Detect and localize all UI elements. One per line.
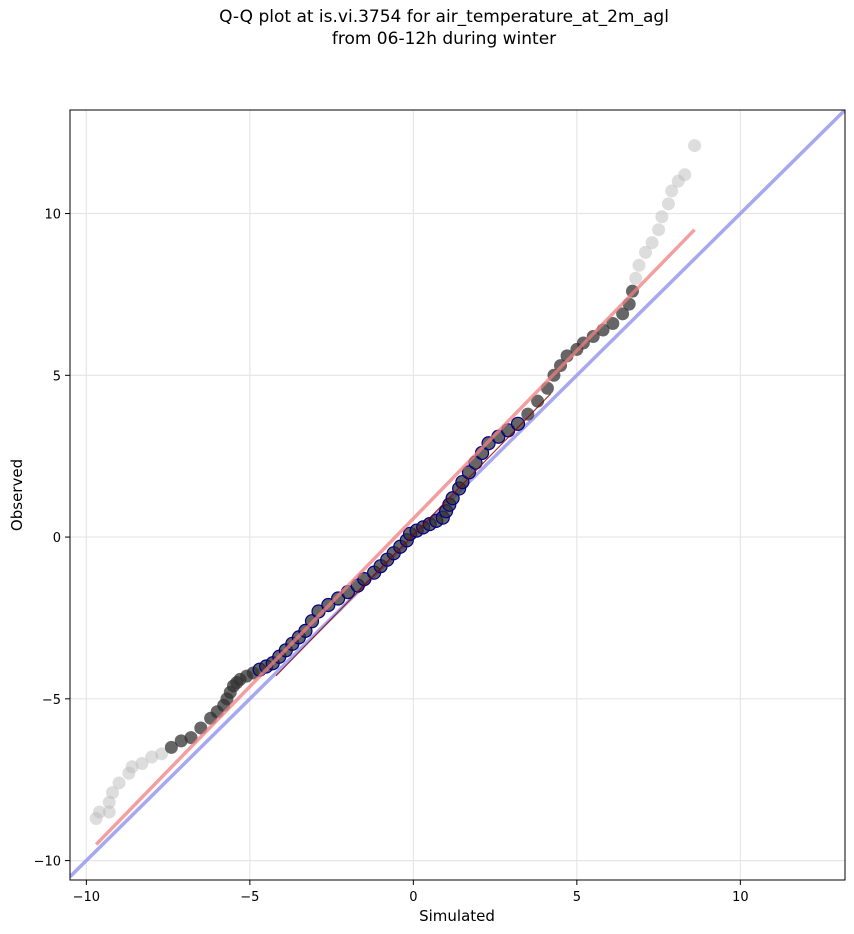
data-point bbox=[661, 197, 675, 211]
y-tick-label: −5 bbox=[42, 693, 61, 708]
data-point bbox=[455, 474, 470, 490]
data-points bbox=[89, 139, 702, 846]
data-point bbox=[125, 760, 139, 774]
plot-frame bbox=[69, 109, 846, 881]
y-tick-label: −10 bbox=[34, 855, 61, 870]
data-point bbox=[652, 223, 666, 237]
data-point bbox=[510, 416, 526, 431]
x-axis-label: Simulated bbox=[419, 907, 495, 925]
data-point bbox=[606, 317, 620, 331]
data-point bbox=[445, 491, 460, 506]
data-point bbox=[688, 139, 702, 153]
y-tick-label: 0 bbox=[53, 531, 61, 546]
data-point bbox=[678, 168, 692, 182]
data-point bbox=[629, 271, 643, 285]
x-tick-label: −10 bbox=[73, 890, 100, 905]
data-point bbox=[331, 591, 346, 606]
axis-ticks: −10 −5 0 5 10 −10 −5 0 5 10 bbox=[34, 208, 749, 905]
data-point bbox=[92, 805, 106, 819]
data-point bbox=[145, 750, 159, 764]
chart-title-line-1: Q-Q plot at is.vi.3754 for air_temperatu… bbox=[219, 7, 669, 27]
data-point bbox=[112, 776, 126, 790]
y-tick-label: 10 bbox=[44, 208, 61, 223]
data-point bbox=[106, 786, 120, 800]
x-tick-label: 5 bbox=[573, 890, 581, 905]
fit-line-core bbox=[275, 393, 552, 677]
data-point bbox=[102, 805, 116, 819]
data-point bbox=[174, 734, 188, 748]
x-tick-label: −5 bbox=[240, 890, 259, 905]
fit-line bbox=[94, 228, 696, 846]
data-point bbox=[155, 747, 169, 761]
chart-title-line-2: from 06-12h during winter bbox=[331, 29, 557, 49]
data-point bbox=[184, 731, 198, 745]
grid bbox=[70, 110, 845, 880]
data-point bbox=[135, 757, 149, 771]
data-point bbox=[645, 236, 659, 250]
data-point bbox=[521, 407, 535, 421]
data-point bbox=[655, 210, 669, 224]
x-tick-label: 0 bbox=[409, 890, 417, 905]
x-tick-label: 10 bbox=[732, 890, 749, 905]
y-axis-label: Observed bbox=[8, 459, 26, 531]
data-point bbox=[632, 258, 646, 272]
data-point bbox=[665, 184, 679, 198]
data-point bbox=[639, 245, 653, 259]
y-tick-label: 5 bbox=[53, 369, 61, 384]
data-point bbox=[616, 307, 630, 321]
data-point bbox=[586, 329, 600, 343]
chart-title: Q-Q plot at is.vi.3754 for air_temperatu… bbox=[0, 6, 854, 50]
data-point bbox=[164, 740, 178, 754]
data-point bbox=[461, 465, 477, 480]
